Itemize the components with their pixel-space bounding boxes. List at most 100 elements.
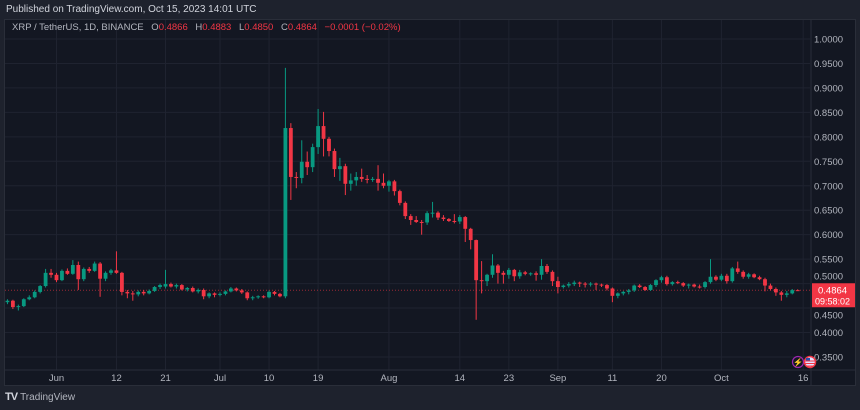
candle-down bbox=[321, 126, 326, 139]
candle-up bbox=[425, 213, 429, 223]
high-label: H bbox=[195, 22, 203, 33]
candle-down bbox=[419, 221, 424, 223]
ohlc-legend: XRP / TetherUS, 1D, BINANCE O0.4866 H0.4… bbox=[12, 22, 401, 33]
candle-up bbox=[250, 297, 255, 299]
candle-up bbox=[648, 285, 653, 290]
candle-down bbox=[724, 275, 729, 282]
candle-down bbox=[376, 178, 380, 183]
candle-up bbox=[174, 285, 179, 287]
candle-up bbox=[654, 280, 658, 286]
time-tick-label: Aug bbox=[380, 373, 397, 384]
candle-up bbox=[703, 282, 707, 288]
candle-down bbox=[474, 240, 479, 281]
candle-up bbox=[92, 263, 97, 271]
candle-down bbox=[141, 291, 146, 294]
candle-down bbox=[76, 265, 81, 280]
candle-down bbox=[452, 220, 457, 222]
candle-down bbox=[479, 280, 484, 282]
price-tick-label: 1.0000 bbox=[814, 35, 843, 46]
candle-up bbox=[218, 293, 222, 295]
time-tick-label: Jun bbox=[49, 373, 64, 384]
candle-down bbox=[49, 272, 53, 275]
candle-up bbox=[348, 180, 353, 184]
candle-up bbox=[163, 284, 168, 287]
candle-up bbox=[746, 274, 751, 277]
candle-up bbox=[686, 284, 691, 286]
candle-up bbox=[299, 161, 304, 178]
candle-up bbox=[338, 166, 342, 170]
price-tick-label: 0.4500 bbox=[814, 310, 843, 321]
candle-down bbox=[583, 283, 588, 285]
candle-down bbox=[332, 151, 337, 170]
price-tick-label: 0.8500 bbox=[814, 108, 843, 119]
price-tick-label: 0.7500 bbox=[814, 157, 843, 168]
candle-down bbox=[201, 289, 206, 297]
candle-down bbox=[234, 288, 239, 291]
candle-down bbox=[594, 283, 598, 285]
candle-up bbox=[310, 147, 315, 168]
lightning-icon[interactable] bbox=[791, 355, 805, 369]
candle-down bbox=[343, 166, 348, 184]
candle-up bbox=[158, 285, 162, 288]
candle-up bbox=[572, 282, 577, 285]
candle-down bbox=[414, 220, 419, 222]
candle-up bbox=[152, 287, 157, 291]
candle-down bbox=[125, 291, 130, 294]
candle-up bbox=[81, 268, 86, 280]
tradingview-logo[interactable]: TV TradingView bbox=[5, 391, 75, 403]
candle-down bbox=[212, 293, 217, 295]
price-tick-label: 0.9000 bbox=[814, 83, 843, 94]
candle-down bbox=[763, 279, 767, 286]
candle-up bbox=[207, 293, 211, 297]
time-tick-label: 21 bbox=[160, 373, 171, 384]
price-tick-label: 0.7000 bbox=[814, 181, 843, 192]
candle-up bbox=[70, 265, 75, 274]
candle-up bbox=[561, 285, 566, 288]
candle-up bbox=[528, 273, 533, 275]
last-price-badge bbox=[812, 283, 855, 308]
candle-down bbox=[65, 270, 70, 274]
candle-down bbox=[556, 281, 560, 288]
candle-down bbox=[436, 212, 440, 218]
candle-down bbox=[447, 219, 451, 221]
candle-up bbox=[16, 306, 21, 308]
low-value: 0.4850 bbox=[244, 22, 274, 33]
candle-up bbox=[283, 128, 288, 297]
candle-up bbox=[708, 276, 713, 283]
candle-up bbox=[109, 270, 113, 273]
symbol-title[interactable]: XRP / TetherUS, 1D, BINANCE bbox=[12, 22, 144, 33]
candle-down bbox=[441, 217, 446, 220]
low-label: L bbox=[238, 22, 245, 33]
candle-down bbox=[11, 300, 15, 308]
candle-down bbox=[54, 274, 59, 281]
candle-up bbox=[223, 291, 228, 294]
candle-up bbox=[38, 286, 43, 292]
price-tick-label: 0.6000 bbox=[814, 230, 843, 241]
high-value: 0.4883 bbox=[202, 22, 232, 33]
candle-down bbox=[98, 263, 102, 279]
close-label: C bbox=[280, 22, 288, 33]
candle-down bbox=[675, 282, 680, 284]
candle-down bbox=[294, 176, 299, 178]
candle-up bbox=[229, 288, 233, 292]
price-tick-label: 0.5500 bbox=[814, 255, 843, 266]
candle-down bbox=[610, 288, 615, 296]
candle-up bbox=[32, 291, 37, 298]
candle-down bbox=[130, 293, 135, 295]
candle-up bbox=[430, 212, 435, 214]
candle-down bbox=[114, 270, 119, 273]
time-tick-label: 11 bbox=[607, 373, 617, 384]
lightning-glyph: ⚡ bbox=[793, 357, 803, 367]
time-tick-label: Jul bbox=[214, 373, 226, 384]
time-tick-label: 12 bbox=[111, 373, 122, 384]
candle-up bbox=[670, 282, 675, 285]
candle-up bbox=[21, 299, 26, 307]
candle-down bbox=[468, 228, 473, 241]
candle-up bbox=[790, 290, 795, 294]
candle-down bbox=[545, 265, 549, 272]
price-tick-label: 0.5000 bbox=[814, 271, 843, 282]
candle-down bbox=[278, 293, 282, 297]
candle-down bbox=[735, 268, 740, 272]
chart-pane[interactable] bbox=[4, 19, 856, 386]
